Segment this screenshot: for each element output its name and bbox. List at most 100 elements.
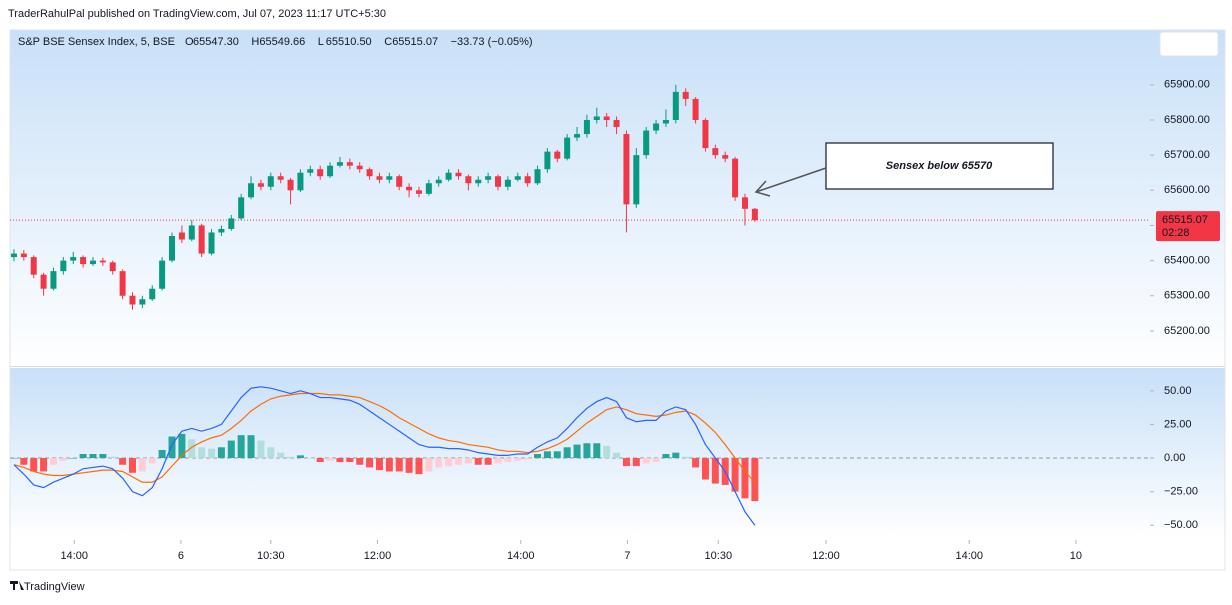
histogram-bar [148, 458, 156, 464]
y-tick-label: 0.00 [1164, 452, 1185, 464]
candle-body [327, 165, 334, 177]
histogram-bar [484, 458, 492, 465]
histogram-bar [138, 458, 146, 472]
histogram-bar [257, 440, 265, 459]
candle-body [465, 176, 472, 184]
histogram-bar [287, 456, 295, 459]
candle-body [623, 134, 630, 205]
histogram-bar [306, 458, 314, 459]
candle-body [564, 137, 571, 159]
footer-logo: TradingView [24, 581, 85, 593]
candle-body [317, 169, 324, 177]
ohlc-value: 65515.07 [392, 36, 438, 48]
x-tick-label: 10:30 [705, 550, 733, 562]
histogram-bar [356, 458, 364, 465]
candle-body [228, 218, 235, 229]
ohlc-label: O [185, 36, 194, 48]
histogram-bar [474, 458, 482, 465]
candle-body [682, 91, 689, 99]
histogram-bar [682, 456, 690, 459]
histogram-bar [395, 458, 403, 472]
histogram-bar [109, 456, 117, 459]
x-tick-label: 7 [624, 550, 630, 562]
histogram-bar [573, 444, 581, 459]
logo [10, 581, 24, 590]
candle-body [722, 155, 729, 159]
candle-body [188, 225, 195, 240]
annotation: Sensex below 65570 [886, 160, 993, 172]
candle-body [376, 176, 383, 180]
histogram-bar [692, 458, 700, 468]
histogram-bar [208, 448, 216, 459]
candle-body [712, 148, 719, 156]
price-pane [10, 30, 1225, 366]
histogram-bar [336, 458, 344, 463]
candle-body [504, 179, 511, 187]
y-tick-label: 65200.00 [1164, 325, 1210, 337]
histogram-bar [20, 458, 28, 465]
histogram-bar [267, 447, 275, 459]
candle-body [60, 260, 67, 272]
candle-body [603, 116, 610, 120]
candle-body [30, 257, 37, 275]
histogram-bar [40, 458, 48, 472]
histogram-bar [227, 440, 235, 459]
candle-body [741, 197, 748, 209]
arrow-head [754, 180, 771, 197]
histogram-bar [69, 458, 77, 459]
symbol: S&P BSE Sensex Index, 5, BSE [18, 36, 175, 48]
candle-body [702, 119, 709, 149]
annotation-box [825, 142, 1054, 190]
y-tick-label: −25.00 [1164, 486, 1198, 498]
candle-body [129, 295, 136, 305]
x-tick-label: 12:00 [364, 550, 392, 562]
candle-body [643, 130, 650, 156]
histogram-bar [672, 452, 680, 459]
candle-body [178, 232, 185, 240]
candle-body [218, 228, 225, 233]
histogram-bar [593, 443, 601, 459]
candle-body [495, 176, 502, 187]
candle-body [89, 260, 96, 265]
candle-body [425, 183, 432, 194]
histogram-bar [10, 458, 18, 459]
candle-body [356, 165, 363, 170]
histogram-bar [415, 458, 423, 475]
histogram-bar [277, 452, 285, 459]
candle-body [287, 179, 294, 191]
candle-body [445, 172, 452, 180]
last-price-box [1156, 211, 1220, 242]
candle-body [751, 208, 758, 221]
histogram-bar [296, 455, 304, 459]
candle-body [485, 176, 492, 180]
ohlc-label: C [384, 36, 392, 48]
candle-body [554, 151, 561, 159]
x-tick-label: 6 [178, 550, 184, 562]
x-tick-label: 14:00 [507, 550, 535, 562]
candle-body [139, 299, 146, 305]
candle-body [574, 134, 581, 138]
histogram-bar [741, 458, 749, 499]
histogram-bar [553, 451, 561, 459]
candle-body [99, 260, 106, 263]
candle-body [20, 253, 27, 258]
histogram-bar [711, 458, 719, 484]
candle-body [80, 257, 87, 265]
candle-body [346, 162, 353, 166]
histogram-bar [613, 452, 621, 459]
y-tick-label: 65800.00 [1164, 114, 1210, 126]
candle-body [514, 176, 521, 180]
change: −33.73 (−0.05%) [451, 36, 533, 48]
candle-body [732, 158, 739, 198]
histogram-bar [59, 458, 67, 461]
histogram-bar [583, 443, 591, 459]
histogram-bar [119, 458, 127, 465]
histogram-bar [504, 458, 512, 463]
candle-body [307, 169, 314, 173]
y-tick-label: 65700.00 [1164, 149, 1210, 161]
candle-body [544, 151, 551, 170]
histogram-bar [178, 433, 186, 459]
candle-body [10, 253, 17, 258]
countdown: 02:28 [1162, 227, 1190, 239]
candle-body [386, 176, 393, 180]
